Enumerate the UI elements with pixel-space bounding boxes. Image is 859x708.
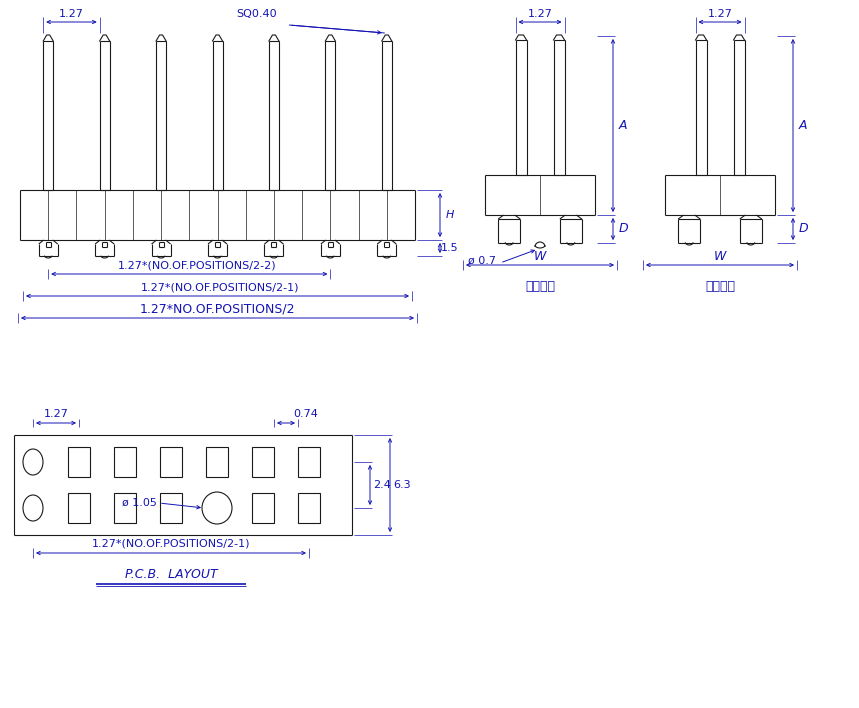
- Text: 2.4: 2.4: [373, 480, 391, 490]
- Bar: [252, 447, 274, 477]
- Text: A: A: [799, 119, 807, 132]
- Text: 带定位柱: 带定位柱: [525, 280, 555, 294]
- Bar: [114, 447, 136, 477]
- Text: W: W: [533, 249, 546, 263]
- Text: 1.5: 1.5: [442, 243, 459, 253]
- Text: 1.27: 1.27: [59, 9, 84, 19]
- Bar: [68, 447, 90, 477]
- Bar: [206, 447, 228, 477]
- Bar: [298, 447, 320, 477]
- Text: 0.74: 0.74: [294, 409, 319, 419]
- Text: SQ0.40: SQ0.40: [237, 9, 277, 19]
- Text: P.C.B.  LAYOUT: P.C.B. LAYOUT: [125, 569, 217, 581]
- Text: 无定位柱: 无定位柱: [705, 280, 735, 294]
- Text: H: H: [446, 210, 454, 220]
- Bar: [160, 493, 182, 523]
- Bar: [68, 493, 90, 523]
- Text: ø 0.7: ø 0.7: [468, 256, 496, 266]
- Bar: [160, 447, 182, 477]
- Bar: [252, 493, 274, 523]
- Bar: [298, 493, 320, 523]
- Text: 1.27*(NO.OF.POSITIONS/2-2): 1.27*(NO.OF.POSITIONS/2-2): [118, 260, 277, 270]
- Text: 1.27: 1.27: [708, 9, 733, 19]
- Text: A: A: [618, 119, 627, 132]
- Text: 6.3: 6.3: [393, 480, 411, 490]
- Text: 1.27*NO.OF.POSITIONS/2: 1.27*NO.OF.POSITIONS/2: [140, 302, 295, 316]
- Bar: [114, 493, 136, 523]
- Text: W: W: [714, 249, 726, 263]
- Text: D: D: [618, 222, 628, 236]
- Text: D: D: [798, 222, 807, 236]
- Text: 1.27*(NO.OF.POSITIONS/2-1): 1.27*(NO.OF.POSITIONS/2-1): [92, 539, 250, 549]
- Text: 1.27: 1.27: [527, 9, 552, 19]
- Text: 1.27: 1.27: [44, 409, 69, 419]
- Text: 1.27*(NO.OF.POSITIONS/2-1): 1.27*(NO.OF.POSITIONS/2-1): [141, 282, 300, 292]
- Text: ø 1.05: ø 1.05: [122, 498, 157, 508]
